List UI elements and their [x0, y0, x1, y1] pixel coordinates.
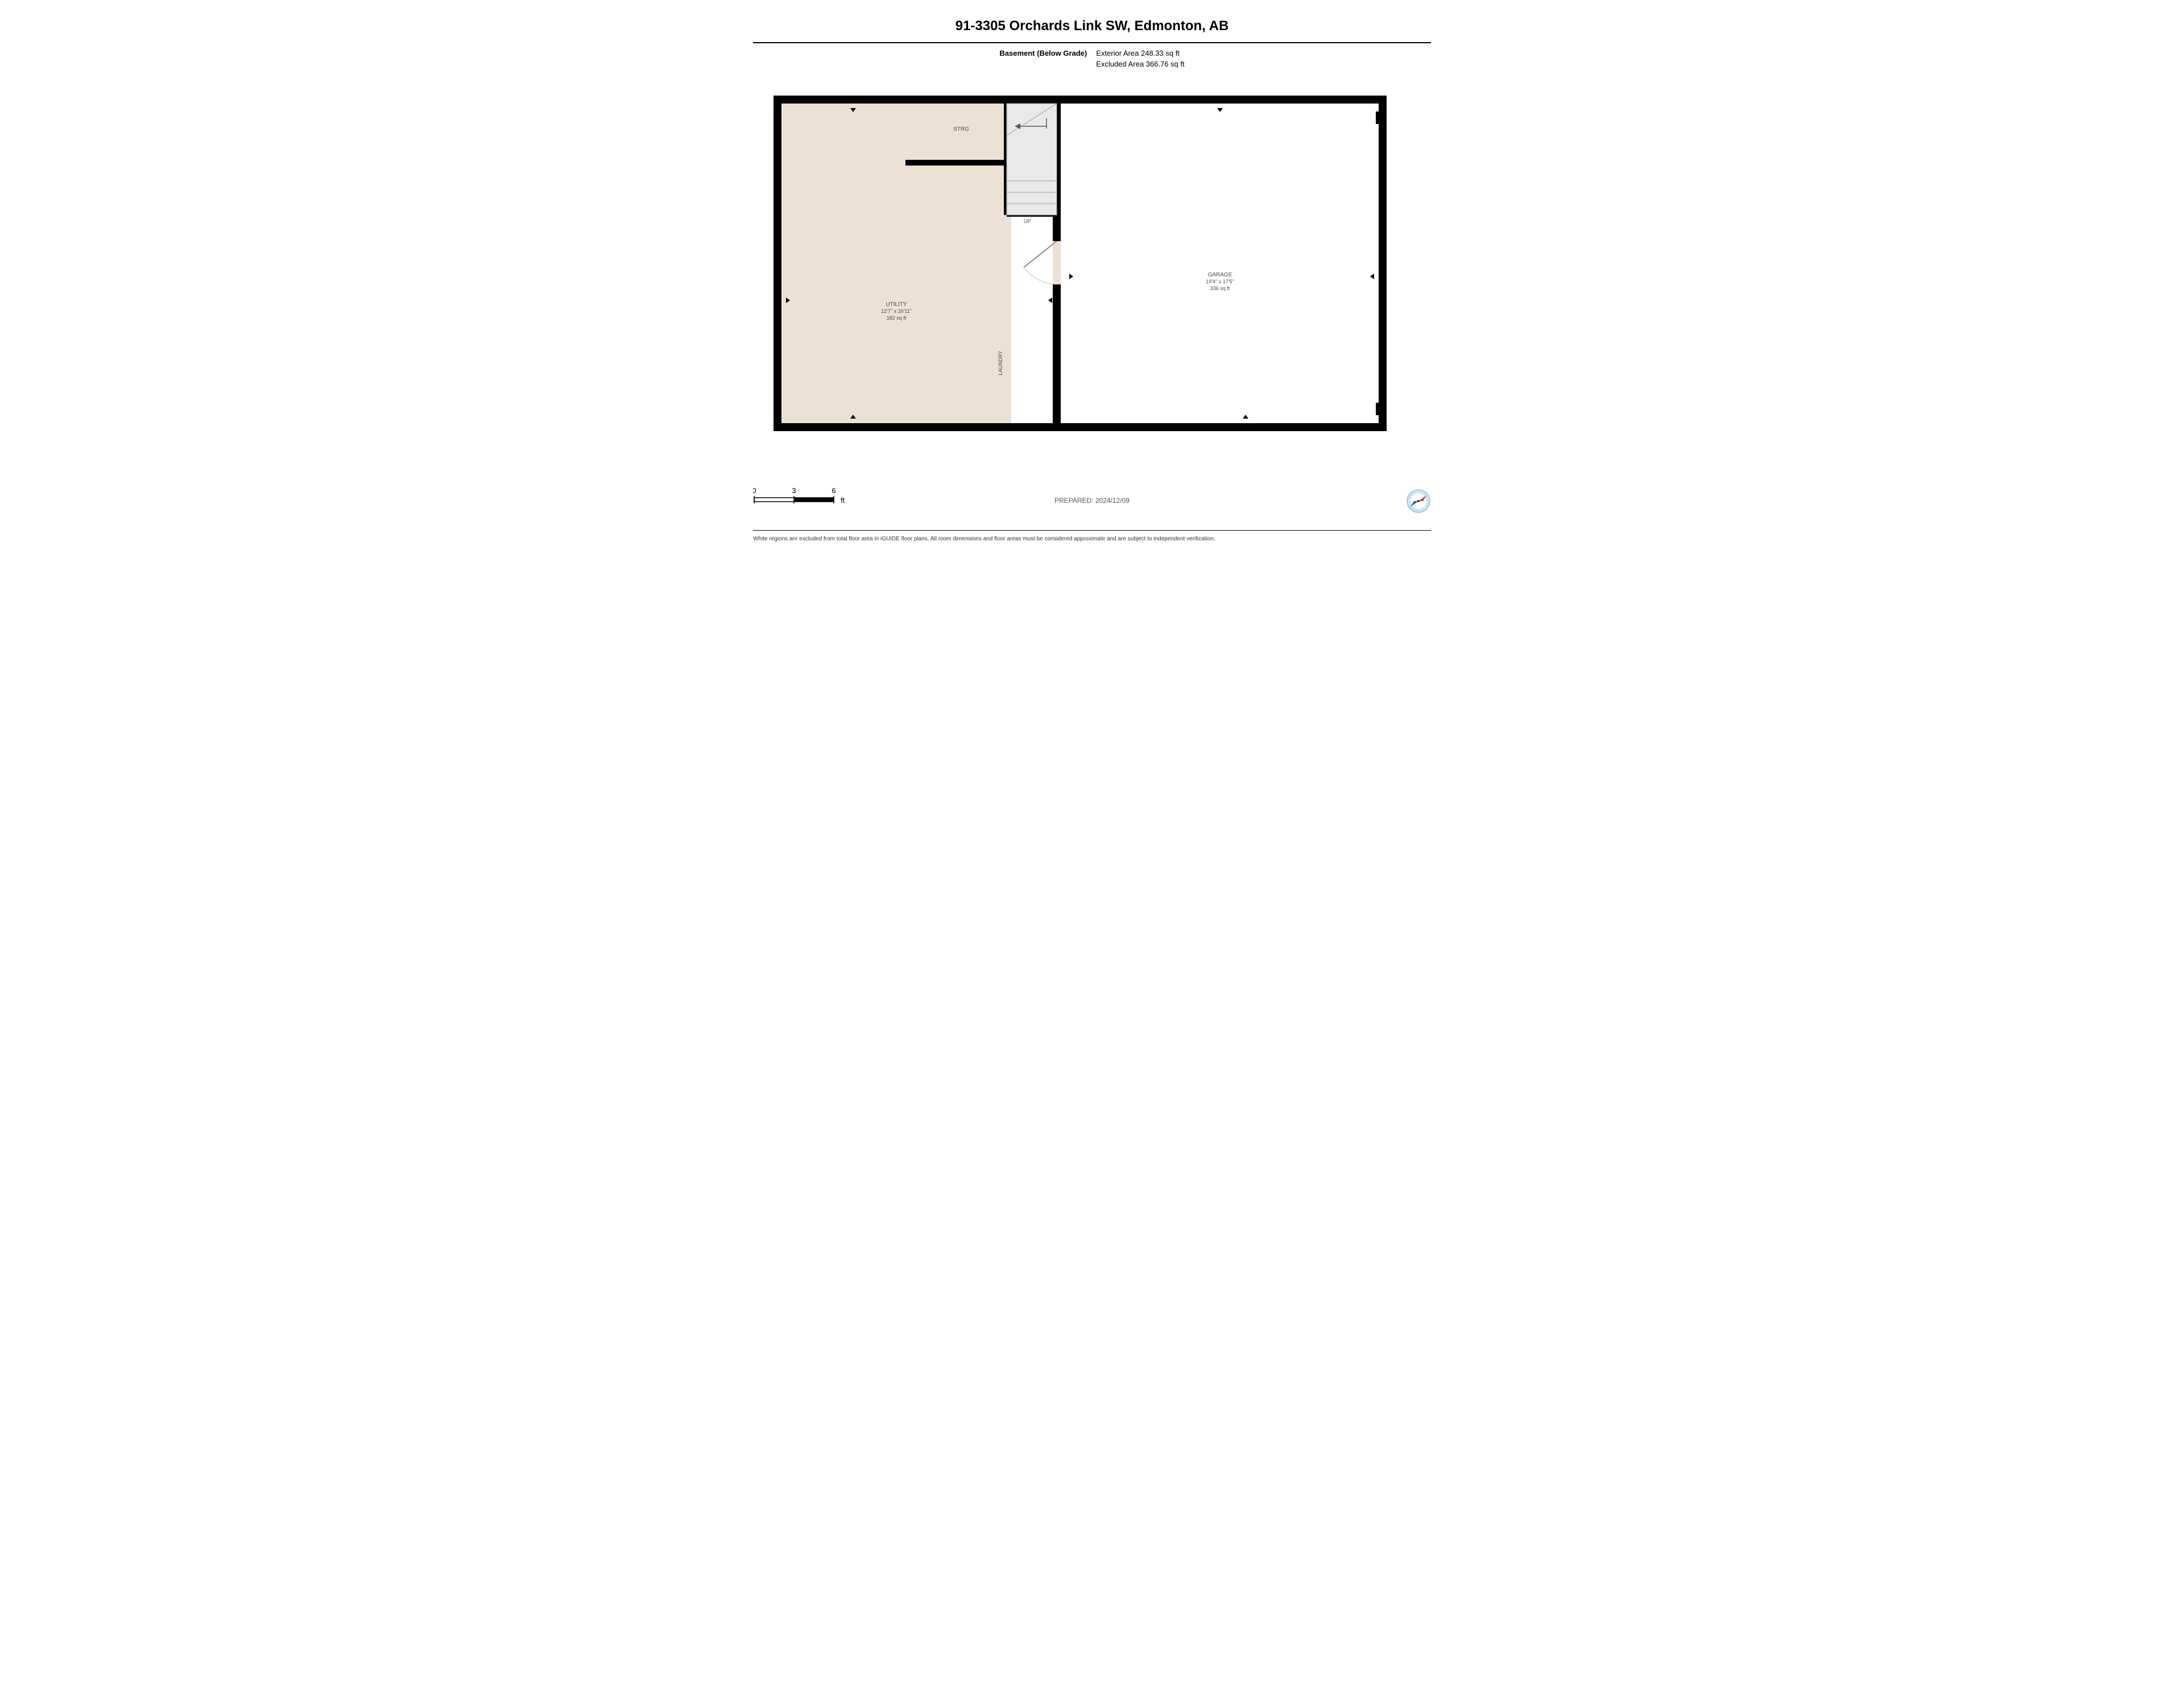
svg-text:6: 6 [832, 486, 835, 495]
level-label: Basement (Below Grade) [999, 49, 1087, 68]
svg-text:UTILITY: UTILITY [886, 301, 907, 308]
svg-text:3: 3 [792, 486, 796, 495]
svg-text:UP: UP [1024, 218, 1031, 224]
floorplan: UP UTILITY12'7" x 16'11"182 sq ft STRG GARA… [774, 96, 1387, 431]
exterior-area: Exterior Area 248.33 sq ft [1096, 49, 1184, 57]
level-meta: Basement (Below Grade) Exterior Area 248… [728, 49, 1456, 68]
svg-text:LAUNDRY: LAUNDRY [998, 351, 1003, 375]
svg-text:182 sq ft: 182 sq ft [887, 315, 907, 321]
svg-text:19'4" x 17'5": 19'4" x 17'5" [1206, 279, 1234, 284]
page-title: 91-3305 Orchards Link SW, Edmonton, AB [728, 0, 1456, 34]
svg-text:336 sq ft: 336 sq ft [1210, 286, 1230, 291]
svg-text:12'7" x 16'11": 12'7" x 16'11" [881, 308, 912, 314]
excluded-area: Excluded Area 366.76 sq ft [1096, 60, 1184, 68]
footer: 036ft PREPARED: 2024/12/09 White regions… [753, 466, 1431, 563]
svg-text:0: 0 [753, 486, 756, 495]
page: 91-3305 Orchards Link SW, Edmonton, AB B… [728, 0, 1456, 563]
compass-icon [1406, 489, 1431, 514]
level-values: Exterior Area 248.33 sq ft Excluded Area… [1096, 49, 1184, 68]
rule-bottom [753, 530, 1431, 531]
svg-text:STRG: STRG [953, 126, 969, 133]
rule-top [753, 42, 1431, 43]
floorplan-svg: UP UTILITY12'7" x 16'11"182 sq ft STRG GARA… [774, 96, 1387, 431]
disclaimer: White regions are excluded from total fl… [753, 536, 1431, 542]
prepared-date: PREPARED: 2024/12/09 [753, 497, 1431, 505]
svg-text:GARAGE: GARAGE [1208, 272, 1232, 278]
